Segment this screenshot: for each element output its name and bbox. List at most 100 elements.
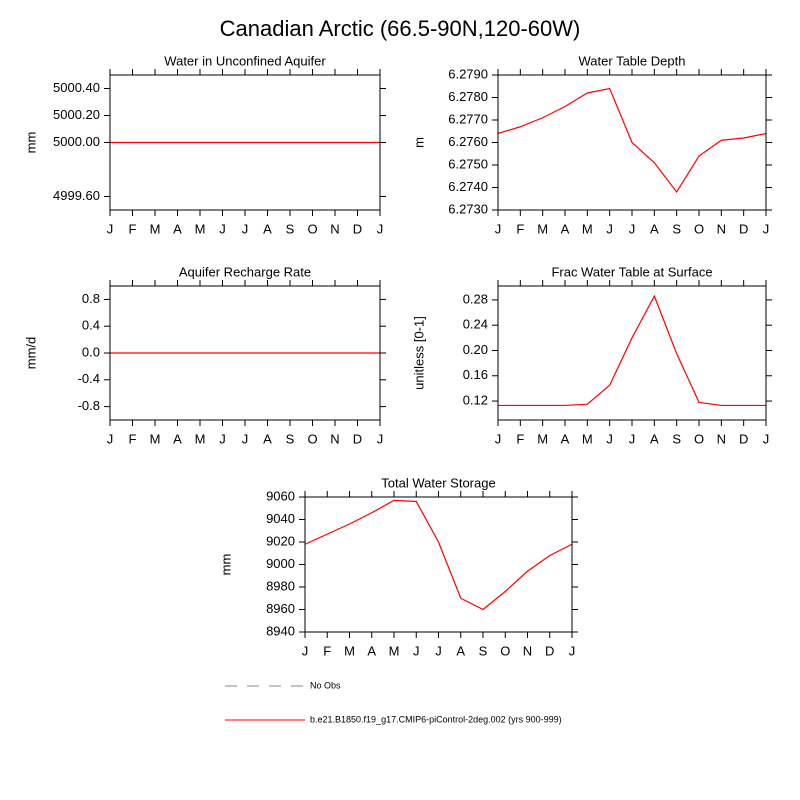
x-tick-label: A [173, 221, 182, 236]
y-axis-label: mm/d [23, 337, 38, 370]
x-tick-label: F [129, 221, 137, 236]
x-tick-label: O [694, 431, 704, 446]
panel: Water in Unconfined Aquifer mm 4999.60 5000… [23, 53, 386, 236]
x-tick-label: A [561, 431, 570, 446]
y-tick-label: 5000.40 [53, 80, 100, 95]
y-tick-label: 6.2760 [448, 134, 488, 149]
y-tick-label: 8980 [266, 578, 295, 593]
x-tick-label: N [523, 643, 532, 658]
panel: Aquifer Recharge Rate mm/d -0.8 -0.4 0.0 0.4 0… [23, 264, 386, 446]
data-line [304, 499, 573, 611]
x-tick-label: N [717, 431, 726, 446]
y-tick-label: 5000.20 [53, 107, 100, 122]
y-tick-label: 0.28 [463, 291, 488, 306]
x-tick-label: D [739, 221, 748, 236]
data-line [498, 294, 766, 407]
legend-label: b.e21.B1850.f19_g17.CMIP6-piControl-2deg… [310, 714, 562, 724]
x-tick-label: M [195, 221, 206, 236]
x-tick-label: A [173, 431, 182, 446]
y-axis-label: m [411, 137, 426, 148]
y-tick-label: 6.2750 [448, 156, 488, 171]
x-tick-label: S [672, 431, 681, 446]
y-tick-label: 6.2770 [448, 111, 488, 126]
y-tick-label: 0.0 [82, 344, 100, 359]
x-tick-label: J [219, 431, 226, 446]
y-tick-label: 9040 [266, 511, 295, 526]
x-tick-label: N [717, 221, 726, 236]
x-tick-label: M [537, 431, 548, 446]
y-tick-label: 0.16 [463, 367, 488, 382]
y-tick-label: 6.2790 [448, 66, 488, 81]
x-tick-label: M [150, 431, 161, 446]
x-tick-label: N [330, 431, 339, 446]
y-tick-label: 0.24 [463, 317, 488, 332]
y-tick-label: 0.20 [463, 342, 488, 357]
x-tick-label: J [495, 431, 502, 446]
x-tick-label: A [367, 643, 376, 658]
y-tick-label: 9020 [266, 533, 295, 548]
x-tick-label: A [263, 431, 272, 446]
y-tick-label: 9060 [266, 488, 295, 503]
y-tick-label: 6.2740 [448, 179, 488, 194]
y-tick-label: 8960 [266, 601, 295, 616]
x-tick-label: M [582, 221, 593, 236]
x-tick-label: J [495, 221, 502, 236]
x-tick-label: M [195, 431, 206, 446]
y-tick-label: 6.2730 [448, 201, 488, 216]
x-tick-label: J [377, 431, 384, 446]
x-tick-label: M [537, 221, 548, 236]
x-tick-label: F [323, 643, 331, 658]
x-tick-label: S [286, 221, 295, 236]
x-tick-label: N [330, 221, 339, 236]
plot-frame [497, 74, 767, 211]
y-tick-label: 0.12 [463, 392, 488, 407]
x-tick-label: M [344, 643, 355, 658]
x-tick-label: J [435, 643, 442, 658]
plot-frame [109, 74, 381, 211]
x-tick-label: M [582, 431, 593, 446]
x-tick-label: J [242, 221, 249, 236]
x-tick-label: J [107, 431, 114, 446]
x-tick-label: D [353, 431, 362, 446]
y-tick-label: 6.2780 [448, 89, 488, 104]
x-tick-label: S [286, 431, 295, 446]
data-line [497, 87, 767, 194]
y-tick-label: 9000 [266, 556, 295, 571]
panel-title: Water in Unconfined Aquifer [164, 53, 326, 68]
x-tick-label: J [569, 643, 576, 658]
x-tick-label: A [263, 221, 272, 236]
panel-title: Frac Water Table at Surface [551, 264, 712, 279]
x-tick-label: J [763, 431, 770, 446]
panel: Frac Water Table at Surface unitless [0-1… [411, 264, 772, 446]
y-tick-label: 4999.60 [53, 188, 100, 203]
y-axis-label: mm [23, 132, 38, 154]
x-tick-label: J [629, 221, 636, 236]
plot-frame [304, 496, 573, 633]
plot-frame [109, 285, 381, 421]
panel-title: Water Table Depth [579, 53, 686, 68]
figure-title: Canadian Arctic (66.5-90N,120-60W) [220, 16, 581, 41]
x-tick-label: J [377, 221, 384, 236]
x-tick-label: F [516, 221, 524, 236]
y-tick-label: 8940 [266, 623, 295, 638]
y-axis-label: unitless [0-1] [411, 316, 426, 390]
x-tick-label: D [545, 643, 554, 658]
y-tick-label: 0.8 [82, 291, 100, 306]
x-tick-label: O [307, 221, 317, 236]
x-tick-label: F [516, 431, 524, 446]
x-tick-label: J [302, 643, 309, 658]
x-tick-label: J [242, 431, 249, 446]
y-tick-label: -0.8 [78, 398, 100, 413]
y-tick-label: -0.4 [78, 371, 100, 386]
x-tick-label: F [129, 431, 137, 446]
x-tick-label: A [561, 221, 570, 236]
x-tick-label: J [763, 221, 770, 236]
x-tick-label: M [150, 221, 161, 236]
plot-frame [497, 285, 767, 421]
x-tick-label: A [650, 431, 659, 446]
x-tick-label: J [606, 431, 613, 446]
y-axis-label: mm [218, 554, 233, 576]
x-tick-label: J [606, 221, 613, 236]
legend-label: No Obs [310, 680, 341, 690]
